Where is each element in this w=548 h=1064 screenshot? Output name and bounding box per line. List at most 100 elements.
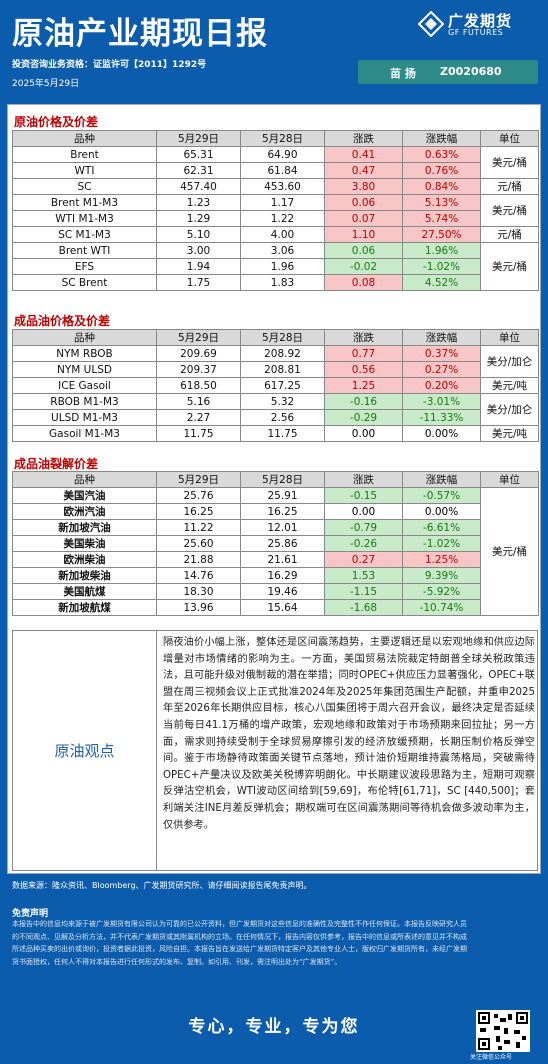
report-panel: 原油价格及价差 品种 5月29日 5月28日 涨跌 涨跌幅 单位 Brent 65… [7, 104, 541, 874]
crude-section-title: 原油价格及价差 [14, 115, 99, 129]
product-name: EFS [12, 258, 157, 275]
change: -0.02 [324, 258, 403, 275]
price-today: 11.22 [156, 519, 241, 536]
price-prev: 1.96 [240, 258, 325, 275]
product-name: NYM RBOB [12, 345, 157, 362]
unit: 美分/加仑 [480, 393, 539, 426]
report-date: 2025年5月29日 [12, 79, 80, 89]
price-prev: 2.56 [240, 409, 325, 426]
qr-code-icon [476, 1010, 530, 1052]
change-pct: 5.74% [402, 210, 481, 227]
price-prev: 19.46 [240, 583, 325, 600]
table-row: 美国柴油 25.60 25.86 -0.26 -1.02% [12, 535, 539, 552]
col-header: 涨跌幅 [402, 130, 481, 147]
disclaimer-text: 本报告中的信息均来源于被广发期货有限公司认为可靠的已公开资料，但广发期货对这些信… [12, 920, 467, 966]
price-prev: 64.90 [240, 146, 325, 163]
product-name: NYM ULSD [12, 361, 157, 378]
col-header: 品种 [12, 471, 157, 488]
change-pct: 0.76% [402, 162, 481, 179]
unit: 元/桶 [480, 178, 539, 195]
change: 0.41 [324, 146, 403, 163]
product-name: Brent M1-M3 [12, 194, 157, 211]
change-pct: 1.96% [402, 242, 481, 259]
change: 0.27 [324, 551, 403, 568]
change-pct: -11.33% [402, 409, 481, 426]
table-row: 欧洲汽油 16.25 16.25 0.00 0.00% [12, 503, 539, 520]
price-today: 16.25 [156, 503, 241, 520]
col-header: 涨跌幅 [402, 471, 481, 488]
change-pct: 0.37% [402, 345, 481, 362]
logo-text-cn: 广发期货 [448, 12, 513, 30]
price-prev: 25.86 [240, 535, 325, 552]
unit: 美元/桶 [480, 194, 539, 227]
product-name: 新加坡柴油 [12, 567, 157, 584]
change-pct: 9.39% [402, 567, 481, 584]
price-prev: 1.22 [240, 210, 325, 227]
price-prev: 12.01 [240, 519, 325, 536]
price-prev: 5.32 [240, 393, 325, 410]
qr-code-label: 关注微信公众号 [470, 1054, 513, 1061]
price-today: 209.69 [156, 345, 241, 362]
product-name: Brent [12, 146, 157, 163]
price-today: 618.50 [156, 377, 241, 394]
change: -0.26 [324, 535, 403, 552]
unit: 美元/吨 [480, 377, 539, 394]
product-name: 美国航煤 [12, 583, 157, 600]
crude-view-label: 原油观点 [13, 631, 157, 870]
change: -0.29 [324, 409, 403, 426]
change: 0.00 [324, 425, 403, 442]
product-name: 欧洲柴油 [12, 551, 157, 568]
col-header: 涨跌 [324, 471, 403, 488]
col-header: 涨跌 [324, 329, 403, 346]
col-header: 5月29日 [156, 130, 241, 147]
price-today: 11.75 [156, 425, 241, 442]
cracks-table: 品种 5月29日 5月28日 涨跌 涨跌幅 单位 美国汽油 25.76 25.91-… [12, 471, 539, 616]
col-header: 5月29日 [156, 471, 241, 488]
price-today: 1.29 [156, 210, 241, 227]
col-header: 品种 [12, 130, 157, 147]
price-today: 3.00 [156, 242, 241, 259]
unit: 美元/吨 [480, 425, 539, 442]
unit: 元/桶 [480, 226, 539, 243]
change-pct: -1.02% [402, 258, 481, 275]
col-header: 单位 [480, 130, 539, 147]
change-pct: 1.25% [402, 551, 481, 568]
products-table: 品种 5月29日 5月28日 涨跌 涨跌幅 单位 NYM RBOB 209.69 2… [12, 329, 539, 442]
table-row: SC Brent 1.75 1.83 0.08 4.52% [12, 274, 539, 291]
change: -0.16 [324, 393, 403, 410]
change: 0.07 [324, 210, 403, 227]
cracks-section-title: 成品油裂解价差 [14, 457, 99, 471]
price-prev: 61.84 [240, 162, 325, 179]
unit: 美元/桶 [480, 487, 539, 616]
price-today: 209.37 [156, 361, 241, 378]
product-name: Gasoil M1-M3 [12, 425, 157, 442]
product-name: 新加坡汽油 [12, 519, 157, 536]
table-row: 新加坡航煤 13.96 15.64 -1.68 -10.74% [12, 599, 539, 616]
change: 0.06 [324, 242, 403, 259]
price-today: 65.31 [156, 146, 241, 163]
price-today: 1.23 [156, 194, 241, 211]
price-today: 1.75 [156, 274, 241, 291]
crude-header-row: 品种 5月29日 5月28日 涨跌 涨跌幅 单位 [12, 130, 539, 147]
price-prev: 11.75 [240, 425, 325, 442]
change-pct: 27.50% [402, 226, 481, 243]
cracks-header-row: 品种 5月29日 5月28日 涨跌 涨跌幅 单位 [12, 471, 539, 488]
price-prev: 21.61 [240, 551, 325, 568]
company-logo: 广发期货 GF FUTURES [418, 10, 540, 40]
price-prev: 16.25 [240, 503, 325, 520]
table-row: NYM ULSD 209.37 208.81 0.56 0.27% [12, 361, 539, 378]
price-prev: 15.64 [240, 599, 325, 616]
change: 0.00 [324, 503, 403, 520]
logo-mark-icon [418, 11, 444, 37]
author-id: Z0020680 [440, 65, 502, 78]
change-pct: -6.61% [402, 519, 481, 536]
product-name: 新加坡航煤 [12, 599, 157, 616]
change-pct: -3.01% [402, 393, 481, 410]
col-header: 涨跌 [324, 130, 403, 147]
change: 0.06 [324, 194, 403, 211]
change-pct: -10.74% [402, 599, 481, 616]
product-name: 美国汽油 [12, 487, 157, 504]
col-header: 单位 [480, 471, 539, 488]
price-today: 457.40 [156, 178, 241, 195]
change: 1.10 [324, 226, 403, 243]
